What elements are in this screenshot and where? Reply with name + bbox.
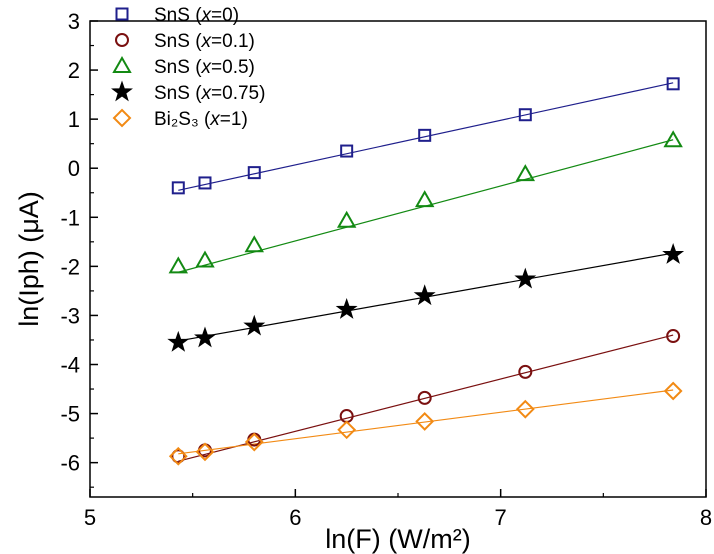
data-point-series-3 — [167, 330, 190, 352]
data-point-series-1 — [417, 390, 432, 405]
data-point-series-3 — [194, 326, 216, 348]
legend-marker-1 — [115, 33, 129, 47]
data-point-series-0 — [198, 176, 212, 190]
axis-titles: ln(F) (W/m²) ln(Iph) (μA) — [14, 191, 471, 554]
legend-label-4: Bi₂S₃ (x=1) — [154, 109, 248, 130]
legend-marker-2 — [112, 55, 132, 73]
y-tick-label: -4 — [60, 353, 80, 378]
data-point-series-4 — [337, 420, 357, 440]
data-point-series-3 — [413, 284, 436, 306]
data-point-series-2 — [244, 235, 264, 253]
fit-line-series-0 — [178, 82, 674, 191]
legend-marker-0 — [115, 7, 129, 21]
data-point-series-0 — [171, 181, 185, 195]
y-tick-label: -5 — [60, 402, 80, 427]
x-tick-label: 8 — [700, 505, 712, 530]
data-point-series-4 — [195, 442, 215, 462]
y-tick-label: 3 — [68, 9, 80, 34]
legend-label-3: SnS (x=0.75) — [154, 83, 265, 104]
legend-marker-4 — [112, 108, 132, 128]
fit-line-series-4 — [178, 389, 674, 455]
y-tick-label: -3 — [60, 303, 80, 328]
data-point-series-0 — [518, 108, 532, 122]
data-point-series-2 — [336, 210, 357, 228]
y-tick-label: -6 — [60, 451, 80, 476]
data-point-series-0 — [247, 166, 261, 180]
data-point-series-1 — [518, 364, 533, 379]
y-tick-label: -1 — [60, 205, 80, 230]
fit-line-series-1 — [178, 334, 674, 462]
axes: 5 6 7 8 3 2 1 0 -1 -2 -3 -4 -5 -6 — [60, 9, 712, 530]
legend-label-0: SnS (x=0) — [154, 5, 239, 26]
data-point-series-1 — [171, 449, 186, 464]
y-tick-label: 2 — [68, 58, 80, 83]
data-point-series-2 — [414, 190, 435, 208]
data-point-series-3 — [514, 267, 537, 289]
data-point-series-0 — [666, 77, 680, 91]
y-tick-label: -2 — [60, 254, 80, 279]
x-tick-label: 7 — [495, 505, 507, 530]
legend-marker-3 — [111, 80, 133, 102]
data-point-series-2 — [663, 130, 683, 148]
data-point-series-4 — [244, 432, 264, 452]
data-points — [167, 77, 685, 466]
x-tick-label: 6 — [289, 505, 301, 530]
legend-label-1: SnS (x=0.1) — [154, 31, 255, 52]
legend-label-2: SnS (x=0.5) — [154, 57, 255, 78]
y-tick-label: 1 — [68, 107, 80, 132]
data-point-series-3 — [662, 243, 685, 264]
y-tick-label: 0 — [68, 156, 80, 181]
legend: SnS (x=0) SnS (x=0.1) SnS (x=0.5) SnS (x=0.… — [111, 5, 265, 130]
data-point-series-2 — [515, 164, 536, 182]
data-point-series-4 — [415, 412, 435, 431]
data-point-series-4 — [663, 381, 683, 401]
data-point-series-1 — [666, 329, 681, 344]
data-point-series-0 — [340, 144, 354, 158]
data-point-series-4 — [515, 399, 535, 419]
x-tick-label: 5 — [84, 505, 96, 530]
data-point-series-3 — [335, 298, 358, 319]
data-point-series-2 — [195, 250, 215, 268]
data-point-series-3 — [243, 314, 266, 336]
data-point-series-1 — [339, 409, 354, 424]
data-point-series-4 — [168, 446, 188, 466]
y-axis-title: ln(Iph) (μA) — [14, 191, 44, 327]
data-point-series-0 — [418, 128, 432, 142]
data-point-series-2 — [168, 256, 189, 274]
x-axis-title: ln(F) (W/m²) — [325, 524, 470, 554]
